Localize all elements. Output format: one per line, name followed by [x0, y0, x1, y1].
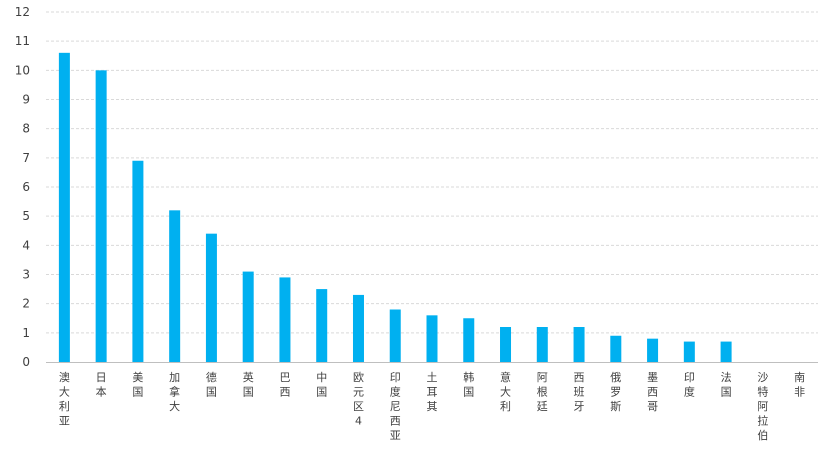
bar [463, 318, 475, 362]
x-tick-label: 印度尼西亚 [390, 371, 401, 442]
bar [132, 160, 144, 362]
x-tick-label: 意大利 [500, 370, 511, 413]
bars [58, 52, 732, 362]
bar [720, 341, 732, 362]
bar [352, 294, 364, 362]
x-tick-label: 南非 [794, 371, 805, 399]
x-tick-label: 德国 [206, 370, 217, 399]
bar [500, 327, 512, 362]
bar [647, 338, 659, 362]
x-tick-label: 韩国 [463, 370, 474, 399]
x-tick-label: 加拿大 [169, 371, 180, 413]
y-tick-label: 4 [22, 238, 30, 252]
y-tick-label: 1 [22, 326, 30, 340]
x-tick-label: 法国 [721, 370, 732, 399]
x-tick-label: 阿根廷 [537, 371, 548, 413]
bar [573, 327, 585, 362]
y-tick-label: 9 [22, 93, 30, 107]
bar [95, 70, 107, 362]
x-tick-label: 沙特阿拉伯 [757, 371, 768, 442]
bar [426, 315, 438, 362]
x-tick-label: 西班牙 [574, 371, 585, 413]
y-tick-label: 0 [22, 355, 30, 369]
x-tick-label: 中国 [316, 371, 327, 399]
bar [169, 210, 181, 362]
bar [683, 341, 695, 362]
y-tick-label: 6 [22, 180, 30, 194]
x-tick-label: 澳大利亚 [59, 371, 70, 428]
x-tick-label: 印度 [684, 371, 695, 399]
x-tick-label: 欧元区 4 [353, 371, 364, 428]
y-tick-label: 5 [22, 209, 30, 223]
bar [610, 335, 622, 362]
bar [205, 233, 217, 362]
x-tick-label: 日本 [96, 371, 107, 399]
bar [389, 309, 401, 362]
x-tick-label: 俄罗斯 [610, 371, 621, 413]
y-tick-label: 11 [15, 34, 30, 48]
x-tick-label: 墨西哥 [647, 371, 658, 413]
x-tick-label: 美国 [132, 371, 143, 399]
y-tick-label: 10 [15, 63, 30, 77]
y-tick-label: 12 [15, 5, 30, 19]
x-tick-label: 巴西 [279, 371, 290, 399]
y-tick-label: 2 [22, 297, 30, 311]
bar [536, 327, 548, 362]
x-tick-label: 土耳其 [427, 371, 438, 413]
y-tick-label: 8 [22, 122, 30, 136]
gridlines [46, 11, 818, 334]
y-tick-label: 3 [22, 268, 30, 282]
bar [316, 289, 328, 362]
x-tick-label: 英国 [243, 370, 254, 399]
bar [242, 271, 254, 362]
bar [58, 52, 70, 362]
bar [279, 277, 291, 362]
y-tick-label: 7 [22, 151, 30, 165]
